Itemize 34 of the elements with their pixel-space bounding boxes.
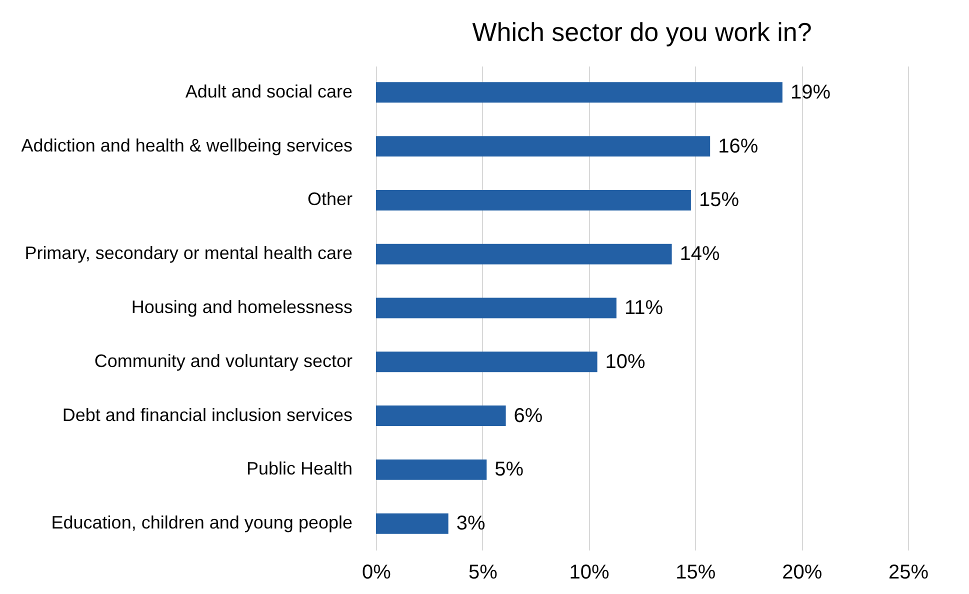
- y-tick-label: Community and voluntary sector: [94, 350, 353, 371]
- bar: [376, 459, 487, 480]
- data-label: 3%: [456, 512, 486, 535]
- data-label: 15%: [698, 189, 740, 212]
- x-tick-label: 15%: [676, 562, 716, 584]
- y-tick-label: Housing and homelessness: [131, 297, 352, 317]
- y-tick-label: Education, children and young people: [51, 512, 352, 533]
- bar: [376, 352, 598, 372]
- chart-title: Which sector do you work in?: [472, 17, 812, 47]
- y-tick-label: Other: [307, 189, 352, 210]
- x-tick-label: 0%: [362, 562, 392, 584]
- bar: [376, 136, 710, 157]
- y-tick-label: Debt and financial inclusion services: [62, 404, 352, 425]
- x-tick-label: 10%: [569, 562, 610, 584]
- y-tick-label: Primary, secondary or mental health care: [24, 243, 352, 264]
- bar: [376, 82, 782, 103]
- bar: [376, 298, 616, 318]
- bar: [376, 190, 691, 210]
- y-tick-label: Addiction and health & wellbeing services: [21, 135, 352, 156]
- bar: [376, 244, 672, 264]
- data-label: 14%: [680, 243, 720, 266]
- x-tick-label: 20%: [782, 562, 822, 584]
- data-label: 10%: [605, 350, 646, 373]
- y-tick-label: Adult and social care: [185, 81, 352, 102]
- data-label: 5%: [494, 458, 524, 481]
- bar: [376, 406, 506, 426]
- x-tick-label: 5%: [468, 562, 498, 584]
- x-tick-label: 25%: [888, 562, 929, 584]
- data-label: 16%: [718, 135, 758, 158]
- data-label: 19%: [790, 81, 831, 104]
- y-tick-label: Public Health: [246, 458, 352, 479]
- data-label: 6%: [514, 404, 543, 427]
- data-label: 11%: [624, 297, 664, 319]
- bar: [376, 513, 448, 534]
